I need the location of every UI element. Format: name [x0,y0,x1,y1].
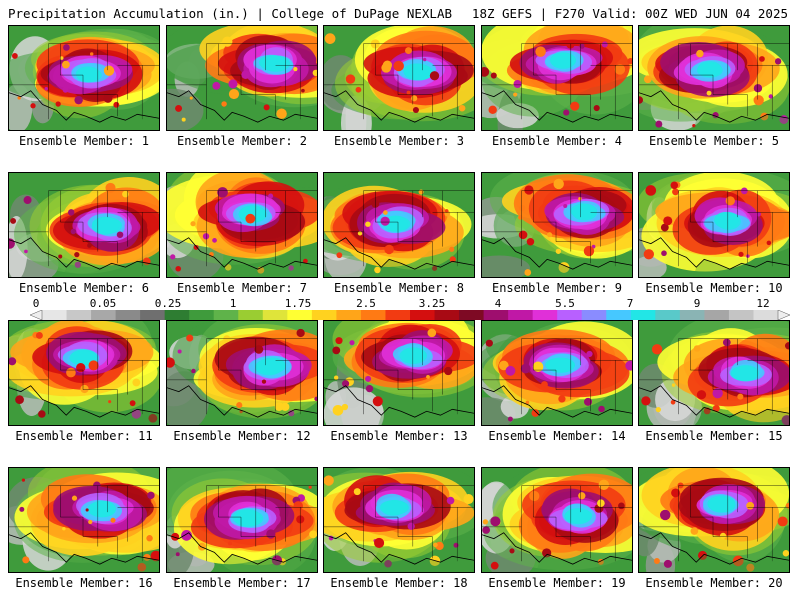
ensemble-member-map [638,320,790,426]
colorbar-swatch [262,310,288,320]
ensemble-member-label: Ensemble Member: 10 [645,281,783,295]
colorbar-tick-label: 7 [626,297,634,310]
colorbar-tick-label: 1.75 [284,297,312,310]
ensemble-member-map [323,467,475,573]
colorbar-tick-label: 9 [693,297,701,310]
ensemble-member-label: Ensemble Member: 1 [18,134,150,148]
colorbar-swatch [459,310,485,320]
ensemble-member-map [481,25,633,131]
ensemble-member-label: Ensemble Member: 11 [15,429,153,443]
ensemble-member-label: Ensemble Member: 16 [15,576,153,590]
colorbar-swatch [532,310,558,320]
colorbar-swatch [115,310,141,320]
ensemble-member-label: Ensemble Member: 13 [330,429,468,443]
colorbar-swatch [606,310,632,320]
colorbar-tick-label: 1 [229,297,237,310]
ensemble-member-map [638,172,790,278]
ensemble-member-map [323,172,475,278]
ensemble-member-label: Ensemble Member: 9 [491,281,623,295]
colorbar-tick-label: 12 [756,297,770,310]
colorbar-swatch [728,310,754,320]
colorbar-tick-label: 4 [494,297,502,310]
ensemble-member-label: Ensemble Member: 4 [491,134,623,148]
colorbar-tick-label: 5.5 [555,297,575,310]
colorbar-swatch [704,310,730,320]
ensemble-member-label: Ensemble Member: 18 [330,576,468,590]
ensemble-member-map [166,320,318,426]
colorbar-swatch [42,310,68,320]
model-run-info: 18Z GEFS | F270 Valid: 00Z WED JUN 04 20… [471,6,788,21]
colorbar-swatch [410,310,436,320]
colorbar-swatch [434,310,460,320]
ensemble-member-label: Ensemble Member: 7 [176,281,308,295]
colorbar-swatch [238,310,264,320]
ensemble-member-map [166,25,318,131]
colorbar-swatch [360,310,386,320]
colorbar-swatch [140,310,166,320]
colorbar-swatch [336,310,362,320]
colorbar-swatch [630,310,656,320]
ensemble-member-map [481,320,633,426]
ensemble-member-label: Ensemble Member: 5 [648,134,780,148]
ensemble-member-map [8,172,160,278]
colorbar-swatch [164,310,190,320]
ensemble-member-label: Ensemble Member: 6 [18,281,150,295]
ensemble-member-map [638,467,790,573]
colorbar-tick-label: 0.05 [89,297,117,310]
ensemble-member-label: Ensemble Member: 15 [645,429,783,443]
ensemble-member-map [638,25,790,131]
colorbar-swatch [508,310,534,320]
colorbar-swatch [385,310,411,320]
ensemble-member-map [166,172,318,278]
colorbar-swatch [581,310,607,320]
colorbar-swatch [753,310,779,320]
ensemble-member-label: Ensemble Member: 19 [488,576,626,590]
colorbar-swatch [483,310,509,320]
colorbar-tick-label: 3.25 [418,297,446,310]
map-title: Precipitation Accumulation (in.) | Colle… [8,6,453,21]
ensemble-member-label: Ensemble Member: 3 [333,134,465,148]
colorbar [30,310,790,320]
ensemble-member-map [481,172,633,278]
colorbar-swatch [311,310,337,320]
ensemble-member-label: Ensemble Member: 17 [173,576,311,590]
colorbar-swatch [655,310,681,320]
ensemble-member-label: Ensemble Member: 20 [645,576,783,590]
ensemble-member-map [481,467,633,573]
ensemble-member-label: Ensemble Member: 14 [488,429,626,443]
colorbar-swatch [66,310,92,320]
colorbar-swatch [557,310,583,320]
ensemble-member-map [8,320,160,426]
ensemble-member-map [8,467,160,573]
ensemble-member-label: Ensemble Member: 12 [173,429,311,443]
colorbar-tick-label: 2.5 [356,297,376,310]
colorbar-right-arrow [777,310,790,320]
ensemble-member-label: Ensemble Member: 8 [333,281,465,295]
colorbar-tick-label: 0.25 [154,297,182,310]
ensemble-member-map [8,25,160,131]
colorbar-swatch [91,310,117,320]
ensemble-member-map [166,467,318,573]
colorbar-swatch [213,310,239,320]
colorbar-tick-label: 0 [32,297,40,310]
colorbar-swatch [287,310,313,320]
ensemble-member-map [323,25,475,131]
colorbar-left-arrow [30,310,43,320]
colorbar-swatch [189,310,215,320]
ensemble-member-label: Ensemble Member: 2 [176,134,308,148]
colorbar-swatch [679,310,705,320]
colorbar-svg [30,310,790,320]
ensemble-member-map [323,320,475,426]
